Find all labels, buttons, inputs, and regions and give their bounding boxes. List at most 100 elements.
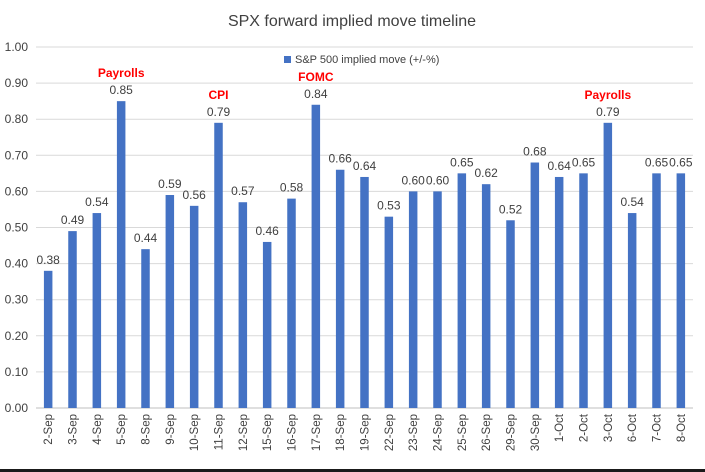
- x-tick-label: 16-Sep: [287, 414, 299, 451]
- bar-18-Sep: [335, 169, 345, 408]
- x-tick-label: 8-Sep: [141, 414, 153, 445]
- x-tick-label: 18-Sep: [335, 414, 347, 451]
- legend: S&P 500 implied move (+/-%): [284, 54, 439, 66]
- data-label: 0.85: [109, 83, 133, 97]
- x-tick-label: 25-Sep: [457, 414, 469, 451]
- data-label: 0.52: [499, 202, 523, 216]
- data-label: 0.54: [85, 195, 109, 209]
- x-tick-label: 8-Oct: [676, 413, 688, 442]
- bar-26-Sep: [481, 184, 491, 408]
- bar-11-Sep: [214, 122, 223, 408]
- event-annotation: FOMC: [298, 70, 334, 84]
- data-label: 0.84: [304, 87, 328, 101]
- data-label: 0.57: [231, 184, 255, 198]
- data-label: 0.44: [134, 231, 158, 245]
- bar-19-Sep: [360, 176, 369, 408]
- x-tick-label: 9-Sep: [165, 414, 177, 445]
- bar-12-Sep: [238, 202, 248, 408]
- x-tick-label: 19-Sep: [360, 414, 372, 451]
- data-label: 0.65: [645, 155, 669, 169]
- bar-23-Sep: [408, 191, 418, 408]
- event-annotation: CPI: [208, 88, 228, 102]
- y-tick-label: 0.10: [5, 365, 29, 379]
- data-label: 0.64: [353, 159, 377, 173]
- data-label: 0.46: [255, 224, 279, 238]
- x-tick-label: 7-Oct: [652, 413, 664, 442]
- bar-30-Sep: [530, 162, 540, 408]
- chart-title: SPX forward implied move timeline: [228, 13, 476, 30]
- data-label: 0.59: [158, 177, 182, 191]
- data-label: 0.62: [474, 166, 498, 180]
- bars: [43, 101, 686, 409]
- data-label: 0.53: [377, 199, 401, 213]
- y-tick-label: 0.70: [5, 148, 29, 162]
- bar-16-Sep: [287, 198, 296, 408]
- event-annotations: Payrolls CPI FOMC Payrolls: [98, 66, 632, 102]
- y-tick-label: 0.90: [5, 76, 29, 90]
- data-label: 0.38: [36, 253, 60, 267]
- bar-8-Sep: [141, 249, 150, 408]
- bar-2-Sep: [43, 270, 53, 408]
- data-label: 0.64: [547, 159, 571, 173]
- x-tick-label: 11-Sep: [214, 414, 226, 450]
- data-label: 0.56: [182, 188, 206, 202]
- bar-10-Sep: [189, 205, 199, 408]
- data-label: 0.49: [61, 213, 85, 227]
- data-label: 0.79: [207, 105, 231, 119]
- bar-3-Sep: [68, 231, 77, 408]
- x-tick-label: 6-Oct: [627, 413, 639, 442]
- x-tick-label: 26-Sep: [481, 414, 493, 451]
- data-label: 0.65: [669, 155, 693, 169]
- y-tick-label: 1.00: [5, 40, 29, 54]
- y-tick-label: 0.80: [5, 112, 29, 126]
- bar-17-Sep: [311, 104, 321, 408]
- bar-5-Sep: [116, 101, 126, 409]
- x-tick-label: 3-Oct: [603, 413, 615, 442]
- x-tick-label: 24-Sep: [433, 414, 445, 451]
- y-tick-label: 0.40: [5, 257, 29, 271]
- y-axis-ticks: 0.00 0.10 0.20 0.30 0.40 0.50 0.60 0.70 0.80 0.90…: [5, 40, 29, 415]
- x-tick-label: 10-Sep: [189, 414, 201, 451]
- x-tick-label: 29-Sep: [506, 414, 518, 451]
- data-label: 0.58: [280, 181, 304, 195]
- bar-4-Sep: [92, 213, 102, 408]
- x-tick-label: 17-Sep: [311, 414, 323, 451]
- event-annotation: Payrolls: [584, 88, 631, 102]
- data-label: 0.66: [328, 152, 352, 166]
- data-labels: 0.380.490.540.850.440.590.560.790.570.46…: [36, 83, 692, 267]
- bar-24-Sep: [433, 191, 442, 408]
- legend-swatch: [284, 56, 291, 63]
- data-label: 0.60: [426, 173, 450, 187]
- bar-3-Oct: [603, 122, 613, 408]
- x-tick-label: 30-Sep: [530, 414, 542, 451]
- data-label: 0.60: [401, 173, 425, 187]
- bar-7-Oct: [652, 173, 661, 408]
- bar-9-Sep: [165, 195, 175, 408]
- bar-8-Oct: [676, 173, 686, 408]
- y-tick-label: 0.50: [5, 221, 29, 235]
- x-tick-label: 22-Sep: [384, 414, 396, 451]
- y-tick-label: 0.30: [5, 293, 29, 307]
- x-tick-label: 2-Sep: [43, 414, 55, 445]
- x-tick-label: 1-Oct: [554, 413, 566, 442]
- x-tick-label: 15-Sep: [262, 414, 274, 451]
- x-tick-label: 3-Sep: [68, 414, 80, 445]
- bar-15-Sep: [262, 241, 272, 408]
- x-tick-label: 23-Sep: [408, 414, 420, 451]
- y-tick-label: 0.00: [5, 401, 29, 415]
- x-tick-label: 4-Sep: [92, 414, 104, 445]
- y-tick-label: 0.60: [5, 184, 29, 198]
- bar-25-Sep: [457, 173, 467, 408]
- x-tick-label: 5-Sep: [116, 414, 128, 445]
- y-tick-label: 0.20: [5, 329, 29, 343]
- data-label: 0.79: [596, 105, 620, 119]
- x-tick-label: 12-Sep: [238, 414, 250, 451]
- x-tick-label: 2-Oct: [579, 413, 591, 442]
- legend-label: S&P 500 implied move (+/-%): [295, 54, 439, 66]
- x-axis-ticks: 2-Sep 3-Sep 4-Sep 5-Sep 8-Sep 9-Sep 10-Sep 11-S…: [43, 413, 688, 451]
- data-label: 0.65: [572, 155, 596, 169]
- bar-2-Oct: [579, 173, 588, 408]
- data-label: 0.54: [620, 195, 644, 209]
